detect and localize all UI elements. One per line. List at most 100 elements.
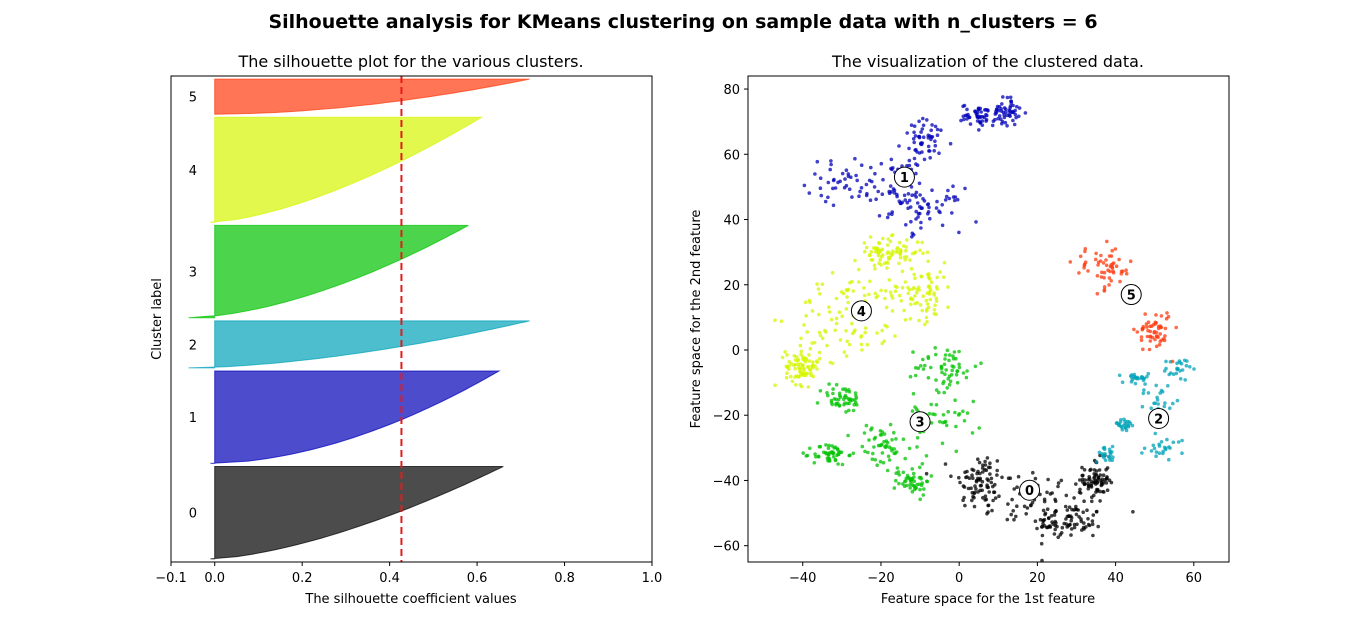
scatter-point-cluster-4 — [946, 305, 950, 310]
scatter-point-cluster-1 — [929, 128, 933, 133]
scatter-point-cluster-1 — [993, 117, 997, 122]
scatter-point-cluster-1 — [1007, 108, 1012, 112]
scatter-point-cluster-3 — [933, 346, 937, 350]
cluster-center-label: 0 — [1025, 484, 1034, 499]
scatter-point-cluster-0 — [1109, 480, 1114, 485]
scatter-point-cluster-4 — [902, 255, 907, 259]
scatter-point-cluster-1 — [983, 108, 987, 112]
scatter-point-cluster-4 — [785, 353, 789, 357]
scatter-point-cluster-3 — [908, 374, 913, 379]
scatter-point-cluster-5 — [1082, 263, 1087, 268]
scatter-point-cluster-1 — [1001, 110, 1006, 115]
scatter-point-cluster-0 — [1082, 468, 1087, 472]
scatter-point-cluster-1 — [935, 127, 940, 132]
scatter-point-cluster-5 — [1107, 283, 1111, 287]
scatter-point-cluster-4 — [881, 236, 885, 241]
scatter-point-cluster-4 — [847, 342, 852, 347]
scatter-point-cluster-0 — [1087, 476, 1092, 481]
scatter-point-cluster-1 — [928, 156, 932, 160]
scatter-point-cluster-4 — [802, 368, 806, 373]
scatter-point-cluster-3 — [921, 357, 925, 362]
silhouette-plot-frame — [170, 75, 653, 563]
scatter-point-cluster-3 — [957, 412, 962, 416]
scatter-point-cluster-0 — [1074, 512, 1079, 517]
scatter-point-cluster-4 — [773, 383, 777, 388]
scatter-point-cluster-3 — [918, 497, 922, 502]
scatter-point-cluster-1 — [807, 191, 812, 195]
scatter-point-cluster-2 — [1180, 438, 1184, 443]
scatter-point-cluster-0 — [1082, 482, 1087, 486]
scatter-point-cluster-1 — [1004, 110, 1008, 114]
scatter-point-cluster-4 — [793, 375, 797, 379]
scatter-point-cluster-1 — [905, 131, 909, 135]
scatter-point-cluster-1 — [1005, 113, 1009, 118]
scatter-point-cluster-4 — [825, 343, 829, 348]
scatter-point-cluster-0 — [1015, 485, 1019, 490]
scatter-point-cluster-0 — [978, 471, 982, 476]
scatter-point-cluster-5 — [1102, 287, 1107, 292]
scatter-point-cluster-2 — [1129, 380, 1134, 384]
scatter-point-cluster-4 — [798, 343, 803, 348]
scatter-point-cluster-0 — [1089, 485, 1094, 489]
scatter-point-cluster-1 — [968, 122, 973, 126]
silhouette-fills — [188, 78, 530, 560]
scatter-point-cluster-1 — [897, 144, 901, 148]
scatter-point-cluster-3 — [873, 458, 878, 462]
scatter-point-cluster-1 — [947, 196, 952, 201]
scatter-point-cluster-3 — [836, 397, 841, 402]
scatter-point-cluster-2 — [1171, 372, 1176, 377]
scatter-point-cluster-3 — [840, 462, 845, 467]
scatter-point-cluster-3 — [913, 373, 918, 378]
scatter-point-cluster-2 — [1117, 423, 1122, 427]
scatter-point-cluster-3 — [901, 437, 906, 442]
scatter-point-cluster-0 — [1131, 510, 1135, 514]
scatter-point-cluster-0 — [1072, 496, 1076, 500]
scatter-point-cluster-5 — [1156, 324, 1161, 329]
scatter-point-cluster-0 — [1040, 558, 1044, 563]
scatter-point-cluster-0 — [986, 510, 990, 514]
scatter-point-cluster-1 — [885, 215, 890, 220]
scatter-point-cluster-4 — [844, 354, 849, 358]
scatter-point-cluster-0 — [985, 456, 990, 460]
scatter-point-cluster-0 — [1052, 513, 1057, 517]
scatter-point-cluster-0 — [1010, 497, 1014, 502]
scatter-point-cluster-0 — [1097, 468, 1102, 472]
scatter-point-cluster-1 — [984, 119, 988, 123]
scatter-point-cluster-2 — [1125, 419, 1130, 424]
silhouette-cluster-label: 2 — [189, 338, 197, 353]
scatter-point-cluster-3 — [824, 452, 829, 456]
scatter-point-cluster-1 — [869, 165, 873, 170]
scatter-point-cluster-3 — [925, 479, 930, 484]
scatter-point-cluster-0 — [1067, 514, 1071, 518]
scatter-point-cluster-5 — [1102, 270, 1107, 275]
scatter-point-cluster-3 — [921, 493, 926, 497]
scatter-point-cluster-4 — [920, 240, 924, 245]
scatter-point-cluster-3 — [934, 352, 938, 357]
scatter-point-cluster-0 — [1031, 470, 1035, 475]
scatter-point-cluster-1 — [1011, 103, 1015, 108]
scatter-point-cluster-0 — [1060, 525, 1065, 530]
scatter-point-cluster-0 — [1058, 533, 1063, 537]
scatter-point-cluster-4 — [906, 291, 911, 296]
scatter-point-cluster-1 — [859, 163, 864, 167]
scatter-point-cluster-4 — [815, 282, 819, 286]
scatter-point-cluster-5 — [1095, 291, 1100, 296]
scatter-point-cluster-0 — [992, 490, 997, 495]
scatter-point-cluster-4 — [913, 294, 917, 298]
scatter-point-cluster-3 — [910, 409, 915, 413]
scatter-point-cluster-3 — [908, 486, 912, 490]
scatter-point-cluster-3 — [866, 450, 870, 455]
scatter-point-cluster-4 — [815, 360, 820, 365]
scatter-point-cluster-0 — [949, 474, 953, 479]
scatter-point-cluster-5 — [1104, 263, 1109, 268]
scatter-point-cluster-0 — [1080, 465, 1084, 470]
scatter-point-cluster-1 — [935, 133, 940, 137]
scatter-point-cluster-5 — [1118, 279, 1122, 284]
scatter-point-cluster-1 — [919, 206, 924, 210]
scatter-point-cluster-1 — [995, 107, 999, 112]
scatter-point-cluster-0 — [1033, 519, 1038, 523]
scatter-point-cluster-5 — [1124, 271, 1129, 276]
scatter-point-cluster-0 — [1042, 497, 1047, 502]
scatter-point-cluster-3 — [940, 370, 944, 375]
scatter-point-cluster-1 — [959, 118, 963, 123]
